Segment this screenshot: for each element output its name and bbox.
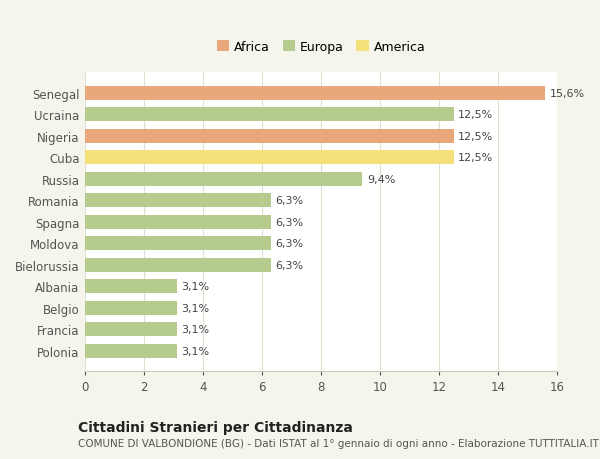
Text: 15,6%: 15,6% <box>550 89 585 99</box>
Bar <box>85 151 454 165</box>
Bar <box>85 129 454 144</box>
Text: 6,3%: 6,3% <box>275 196 304 206</box>
Text: 12,5%: 12,5% <box>458 131 494 141</box>
Text: 3,1%: 3,1% <box>181 346 209 356</box>
Text: 3,1%: 3,1% <box>181 325 209 335</box>
Legend: Africa, Europa, America: Africa, Europa, America <box>217 40 425 53</box>
Bar <box>85 301 176 315</box>
Bar <box>85 194 271 208</box>
Text: Cittadini Stranieri per Cittadinanza: Cittadini Stranieri per Cittadinanza <box>78 420 353 434</box>
Bar <box>85 173 362 186</box>
Bar <box>85 258 271 272</box>
Text: 12,5%: 12,5% <box>458 110 494 120</box>
Bar <box>85 215 271 230</box>
Text: 12,5%: 12,5% <box>458 153 494 163</box>
Text: 6,3%: 6,3% <box>275 217 304 227</box>
Bar <box>85 323 176 336</box>
Text: 9,4%: 9,4% <box>367 174 395 185</box>
Text: 3,1%: 3,1% <box>181 303 209 313</box>
Bar <box>85 108 454 122</box>
Text: 3,1%: 3,1% <box>181 282 209 291</box>
Text: COMUNE DI VALBONDIONE (BG) - Dati ISTAT al 1° gennaio di ogni anno - Elaborazion: COMUNE DI VALBONDIONE (BG) - Dati ISTAT … <box>78 438 599 448</box>
Text: 6,3%: 6,3% <box>275 239 304 249</box>
Text: 6,3%: 6,3% <box>275 260 304 270</box>
Bar <box>85 344 176 358</box>
Bar <box>85 280 176 294</box>
Bar <box>85 237 271 251</box>
Bar <box>85 87 545 101</box>
